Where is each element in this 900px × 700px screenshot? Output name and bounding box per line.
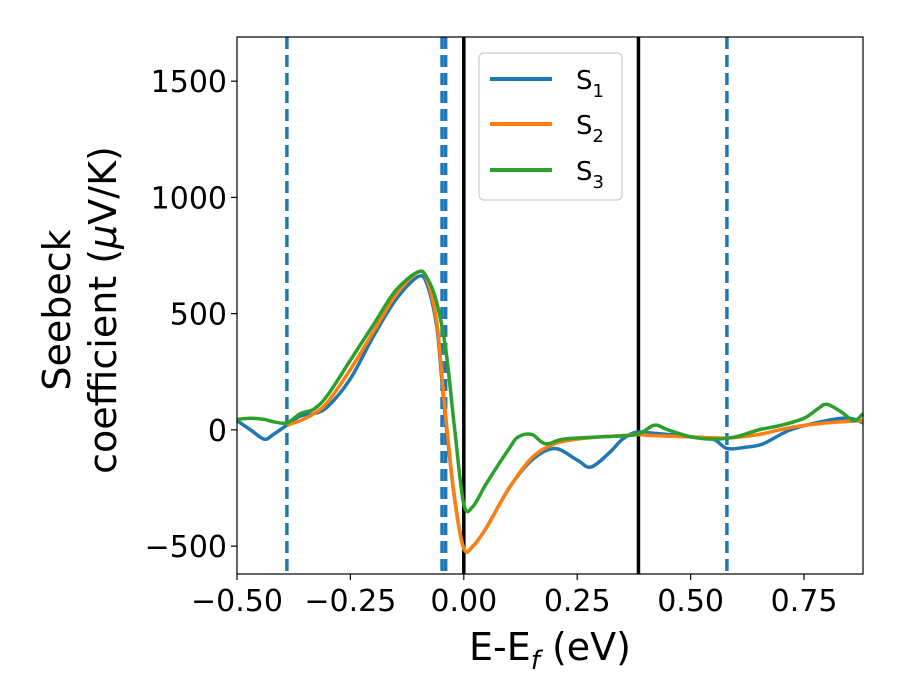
x-axis-label-unit: (eV) [540, 625, 631, 669]
series-lines [236, 269, 865, 554]
x-tick-label: 0.50 [657, 584, 724, 619]
x-tick-label: 0.25 [544, 584, 611, 619]
x-axis-ticks: −0.50 −0.25 0.00 0.25 0.50 0.75 [191, 574, 838, 619]
y-axis-label-line2: coefficient (μV/K) [81, 146, 125, 474]
x-tick-label: −0.25 [304, 584, 396, 619]
y-tick-label: 0 [208, 414, 227, 449]
plot-frame [236, 36, 864, 575]
series-line-s3 [236, 269, 865, 514]
x-axis-label-main: E-E [469, 625, 531, 669]
vertical-reference-lines [285, 37, 729, 574]
x-tick-label: −0.50 [191, 584, 283, 619]
y-axis-label-word: coefficient [81, 276, 125, 474]
y-axis-unit-prefix: ( [81, 249, 125, 276]
legend: S1 S2 S3 [478, 52, 623, 201]
legend-entry-s3: S3 [576, 157, 604, 193]
y-axis-unit-mu: μ [81, 225, 125, 250]
legend-entry-s1: S1 [576, 66, 604, 102]
y-tick-label: 1500 [151, 65, 227, 100]
y-tick-label: 1000 [151, 181, 227, 216]
x-axis-label: E-Ef (eV) [469, 625, 631, 676]
y-axis-unit-suffix: V/K) [81, 146, 125, 225]
legend-box [478, 52, 623, 201]
y-axis-label: Seebeck coefficient (μV/K) [35, 146, 125, 474]
y-axis-label-line1: Seebeck [35, 229, 79, 390]
x-tick-label: 0.00 [430, 584, 497, 619]
y-tick-label: −500 [145, 530, 227, 565]
legend-entry-s2: S2 [576, 111, 604, 147]
x-tick-label: 0.75 [771, 584, 838, 619]
y-axis-ticks: −500 0 500 1000 1500 [145, 65, 237, 565]
y-tick-label: 500 [170, 298, 227, 333]
